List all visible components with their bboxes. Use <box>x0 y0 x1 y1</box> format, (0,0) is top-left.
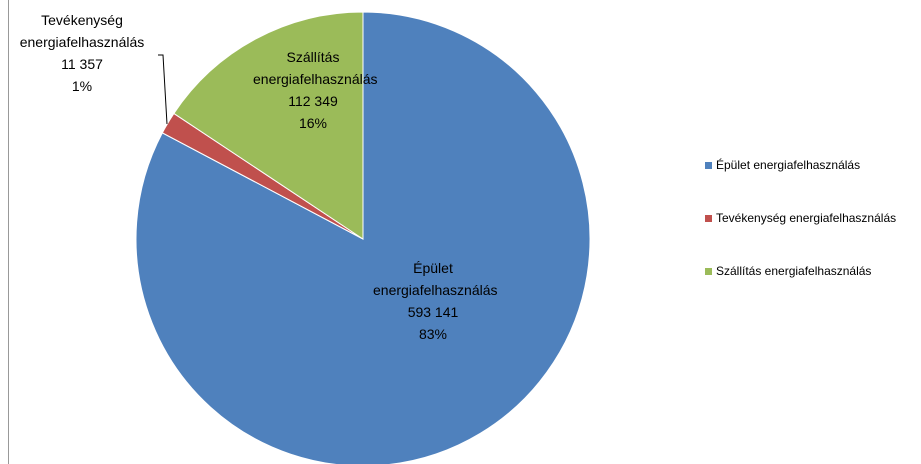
data-label-percent: 83% <box>418 326 448 342</box>
data-label: Szállítás energiafelhasználás 112 349 16% <box>253 46 378 134</box>
legend-item: Épület energiafelhasználás <box>705 158 860 172</box>
data-label-name: Szállítás energiafelhasználás <box>253 49 378 87</box>
legend-label: Épület energiafelhasználás <box>716 158 861 172</box>
legend-swatch <box>705 215 712 223</box>
data-label-percent: 16% <box>298 115 328 131</box>
pie-slice <box>173 11 364 240</box>
data-label-value: 593 141 <box>407 304 459 320</box>
chart-border <box>8 0 9 464</box>
data-label: Épület energiafelhasználás 593 141 83% <box>373 257 498 345</box>
legend-swatch <box>705 268 712 276</box>
legend-item: Szállítás energiafelhasználás <box>705 264 871 278</box>
data-label-name: Épület energiafelhasználás <box>373 260 498 298</box>
data-label-percent: 1% <box>71 78 93 94</box>
data-label-name: Tevékenység energiafelhasználás <box>19 12 145 50</box>
data-label-value: 11 357 <box>61 56 103 72</box>
leader-line <box>158 54 168 125</box>
data-label: Tevékenység energiafelhasználás 11 357 1% <box>7 9 157 97</box>
legend-swatch <box>705 162 712 170</box>
legend-label: Szállítás energiafelhasználás <box>716 264 872 278</box>
legend-item: Tevékenység energiafelhasználás <box>705 211 896 225</box>
legend-label: Tevékenység energiafelhasználás <box>716 211 897 225</box>
pie-slice <box>135 11 591 464</box>
data-label-value: 112 349 <box>288 93 338 109</box>
